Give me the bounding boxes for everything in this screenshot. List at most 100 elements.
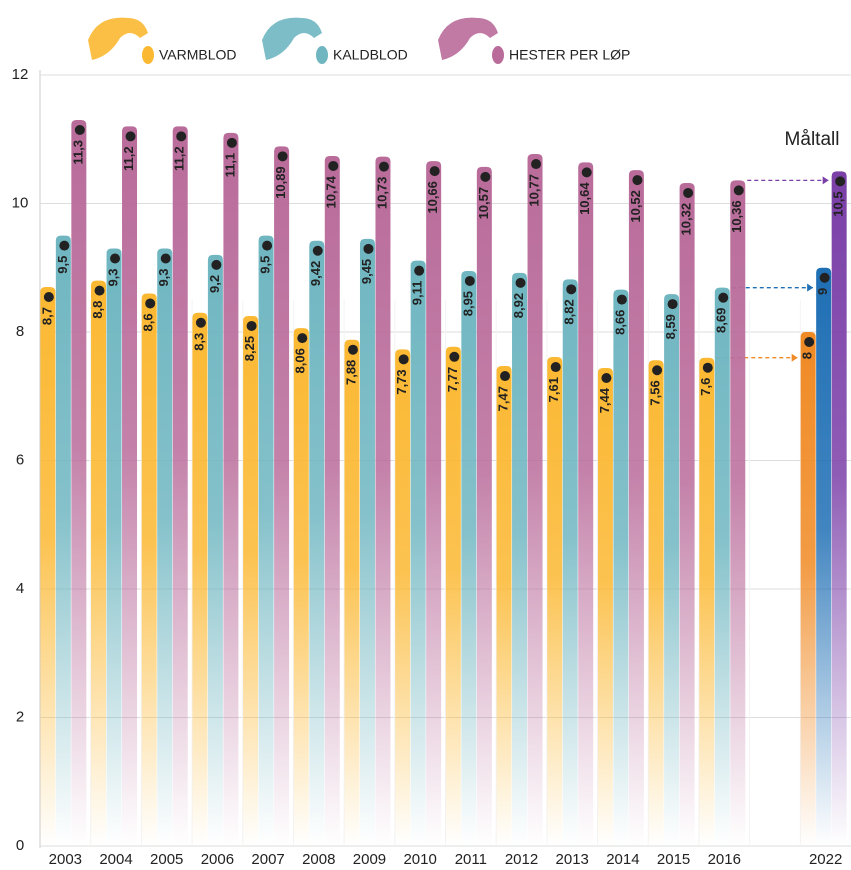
x-tick-label: 2014 <box>606 851 639 868</box>
legend-label: HESTER PER LØP <box>509 47 630 63</box>
value-label: 8,7 <box>39 307 54 325</box>
x-tick-label: 2016 <box>708 851 741 868</box>
value-label: 10,77 <box>526 174 541 207</box>
bar <box>679 182 695 846</box>
bar <box>172 126 188 846</box>
value-label: 10,52 <box>628 190 643 223</box>
value-label: 8 <box>800 352 815 359</box>
bar <box>426 161 442 847</box>
value-label: 10,66 <box>425 181 440 214</box>
value-label: 11,3 <box>70 140 85 165</box>
value-label: 9,3 <box>156 268 171 286</box>
legend-marker <box>492 46 504 64</box>
bar <box>243 315 259 846</box>
legend-icon <box>438 17 498 60</box>
x-tick-label: 2011 <box>455 851 487 868</box>
label-badge <box>733 185 744 196</box>
label-badge <box>246 320 257 331</box>
bar <box>476 166 492 846</box>
value-label: 10,57 <box>476 187 491 220</box>
value-label: 10,89 <box>273 166 288 199</box>
bar <box>324 155 340 846</box>
label-badge <box>363 243 374 254</box>
label-badge <box>835 176 846 187</box>
bar <box>613 289 629 847</box>
y-tick-label: 12 <box>12 66 29 83</box>
x-tick-label: 2005 <box>150 851 183 868</box>
label-badge <box>718 292 729 303</box>
value-label: 7,77 <box>445 367 460 392</box>
value-label: 10,74 <box>324 175 339 208</box>
value-label: 7,56 <box>648 380 663 405</box>
bar <box>274 146 290 846</box>
x-tick-label: 2003 <box>49 851 82 868</box>
value-label: 8,66 <box>612 310 627 335</box>
label-badge <box>297 333 308 344</box>
label-badge <box>601 372 612 383</box>
bar <box>800 332 816 846</box>
x-tick-label: 2004 <box>99 851 132 868</box>
bar <box>547 357 563 846</box>
label-badge <box>683 187 694 198</box>
value-label: 7,6 <box>698 378 713 396</box>
label-badge <box>667 299 678 310</box>
value-label: 10,5 <box>831 191 846 216</box>
value-label: 8,92 <box>511 293 526 318</box>
label-badge <box>262 240 273 251</box>
label-badge <box>94 285 105 296</box>
legend-label: KALDBLOD <box>333 47 408 63</box>
y-tick-label: 10 <box>12 194 29 211</box>
y-tick-label: 8 <box>16 323 24 340</box>
value-label: 8,6 <box>141 313 156 331</box>
label-badge <box>378 161 389 172</box>
label-badge <box>125 131 136 142</box>
bar <box>461 270 477 846</box>
label-badge <box>804 337 815 347</box>
arrow-head <box>822 176 829 185</box>
x-tick-label: 2007 <box>251 851 284 868</box>
value-label: 9,42 <box>308 261 323 286</box>
value-label: 9,45 <box>359 259 374 284</box>
x-tick-label: 2012 <box>505 851 538 868</box>
bar <box>395 349 411 846</box>
label-badge <box>312 245 323 256</box>
bar <box>597 367 613 846</box>
label-badge <box>652 365 663 376</box>
bar <box>578 162 594 846</box>
label-badge <box>515 277 526 288</box>
value-label: 8,06 <box>293 348 308 373</box>
value-label: 11,2 <box>172 146 187 171</box>
value-label: 10,32 <box>679 203 694 236</box>
label-badge <box>429 166 440 177</box>
legend-icon <box>88 17 148 60</box>
y-tick-label: 4 <box>16 580 24 597</box>
value-label: 7,88 <box>343 360 358 385</box>
arrow-head <box>791 353 798 362</box>
label-badge <box>226 137 237 148</box>
label-badge <box>195 317 206 328</box>
label-badge <box>616 294 627 305</box>
value-label: 8,3 <box>191 333 206 351</box>
label-badge <box>566 284 577 295</box>
bar <box>157 248 173 847</box>
legend-icon <box>262 17 322 60</box>
value-label: 8,8 <box>90 301 105 319</box>
label-badge <box>160 253 171 264</box>
value-label: 8,59 <box>663 314 678 339</box>
value-label: 9,5 <box>55 256 70 274</box>
bar <box>445 346 461 846</box>
bar <box>141 293 157 846</box>
legend-label: VARMBLOD <box>159 47 237 63</box>
bar <box>122 126 138 846</box>
bar <box>55 235 71 846</box>
value-label: 7,44 <box>597 387 612 413</box>
label-badge <box>145 298 156 309</box>
value-label: 8,95 <box>460 291 475 316</box>
bar <box>410 260 426 846</box>
bar <box>91 280 107 847</box>
label-badge <box>531 159 542 170</box>
label-badge <box>449 351 460 362</box>
label-badge <box>211 259 222 270</box>
label-badge <box>59 240 70 251</box>
bar <box>293 328 309 846</box>
